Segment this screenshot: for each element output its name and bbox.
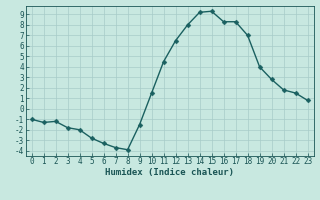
X-axis label: Humidex (Indice chaleur): Humidex (Indice chaleur)	[105, 168, 234, 177]
